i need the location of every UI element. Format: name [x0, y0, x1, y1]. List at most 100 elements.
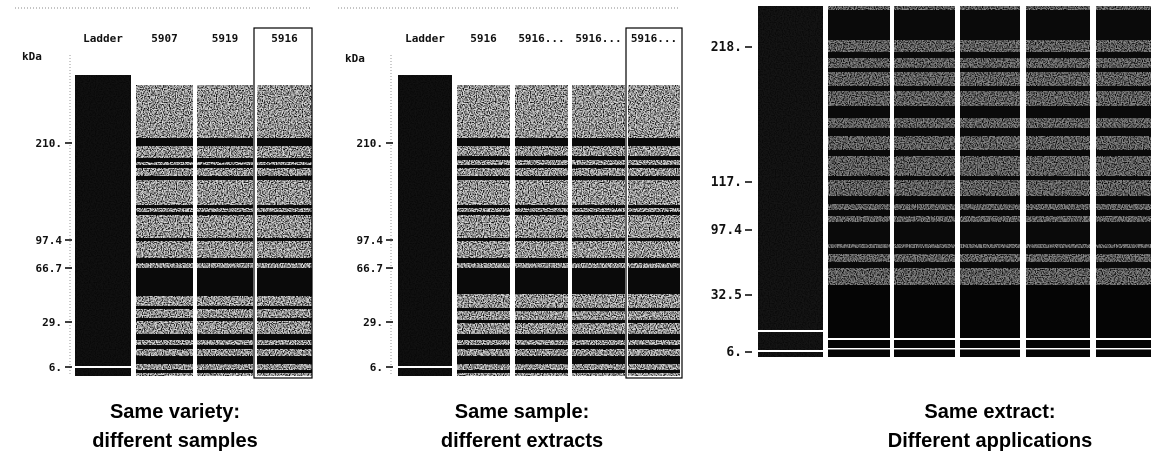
lane-label: Ladder	[405, 32, 445, 45]
band	[257, 268, 312, 296]
band	[457, 138, 510, 146]
band	[1026, 10, 1090, 40]
band	[515, 320, 568, 323]
band	[828, 248, 890, 254]
marker-label: 97.4	[711, 223, 742, 238]
band	[257, 334, 312, 340]
marker-label: 6.	[726, 345, 742, 360]
band	[197, 238, 253, 241]
band	[197, 306, 253, 309]
band	[628, 334, 680, 340]
band	[136, 258, 193, 263]
band	[1026, 150, 1090, 156]
band	[572, 334, 625, 340]
lane-label: 5916...	[575, 32, 621, 45]
lane-label: 5916	[271, 32, 298, 45]
band	[136, 318, 193, 321]
band	[628, 320, 680, 323]
ladder-band	[75, 366, 131, 368]
lane-noise	[515, 85, 568, 376]
lane-dark	[1026, 285, 1090, 357]
band	[960, 106, 1020, 118]
band	[828, 106, 890, 118]
band-white	[1096, 348, 1151, 350]
marker-label: 97.4	[357, 234, 384, 247]
band	[628, 212, 680, 215]
marker-label: 6.	[49, 361, 62, 374]
band	[960, 210, 1020, 216]
band	[960, 68, 1020, 72]
band-white	[828, 338, 890, 340]
band	[457, 238, 510, 241]
band	[457, 320, 510, 323]
band	[572, 138, 625, 146]
band	[572, 176, 625, 180]
band	[572, 238, 625, 241]
lane-noise	[136, 85, 193, 376]
band	[628, 156, 680, 160]
lane-dark	[828, 285, 890, 357]
band	[257, 306, 312, 309]
band	[960, 128, 1020, 136]
band	[572, 345, 625, 349]
band	[1096, 176, 1151, 180]
band	[257, 176, 312, 180]
band	[457, 156, 510, 160]
band	[894, 68, 955, 72]
band	[1096, 150, 1151, 156]
band	[257, 345, 312, 349]
band	[515, 165, 568, 168]
band	[1026, 210, 1090, 216]
band	[136, 138, 193, 146]
band	[257, 205, 312, 208]
band	[894, 52, 955, 58]
caption: Same variety:	[110, 401, 240, 423]
band	[572, 212, 625, 215]
band	[628, 356, 680, 364]
band	[828, 262, 890, 268]
band	[457, 176, 510, 180]
band	[894, 176, 955, 180]
lane-dark	[960, 285, 1020, 357]
lane-noise	[398, 75, 452, 376]
band	[572, 156, 625, 160]
caption: Different applications	[888, 430, 1092, 452]
band	[1026, 128, 1090, 136]
band-white	[894, 348, 955, 350]
band	[572, 268, 625, 294]
band	[828, 176, 890, 180]
band	[515, 176, 568, 180]
band	[457, 308, 510, 311]
band-white	[1026, 338, 1090, 340]
band	[515, 238, 568, 241]
band	[257, 138, 312, 146]
marker-label: 6.	[370, 361, 383, 374]
band	[628, 258, 680, 263]
band	[515, 370, 568, 373]
caption: different extracts	[441, 430, 603, 452]
lane-noise	[628, 85, 680, 376]
band	[1026, 52, 1090, 58]
band	[894, 150, 955, 156]
band	[572, 258, 625, 263]
band-white	[1096, 338, 1151, 340]
band	[1026, 196, 1090, 204]
lane-noise	[572, 85, 625, 376]
band	[894, 210, 955, 216]
band	[136, 176, 193, 180]
band	[1096, 196, 1151, 204]
band	[257, 238, 312, 241]
band	[515, 156, 568, 160]
band-white	[758, 350, 823, 352]
marker-label: 66.7	[36, 262, 63, 275]
band	[457, 356, 510, 364]
band	[572, 320, 625, 323]
band	[960, 248, 1020, 254]
band	[197, 318, 253, 321]
band-white	[1026, 348, 1090, 350]
band	[136, 370, 193, 373]
band	[197, 334, 253, 340]
band	[136, 158, 193, 162]
band	[1096, 262, 1151, 268]
